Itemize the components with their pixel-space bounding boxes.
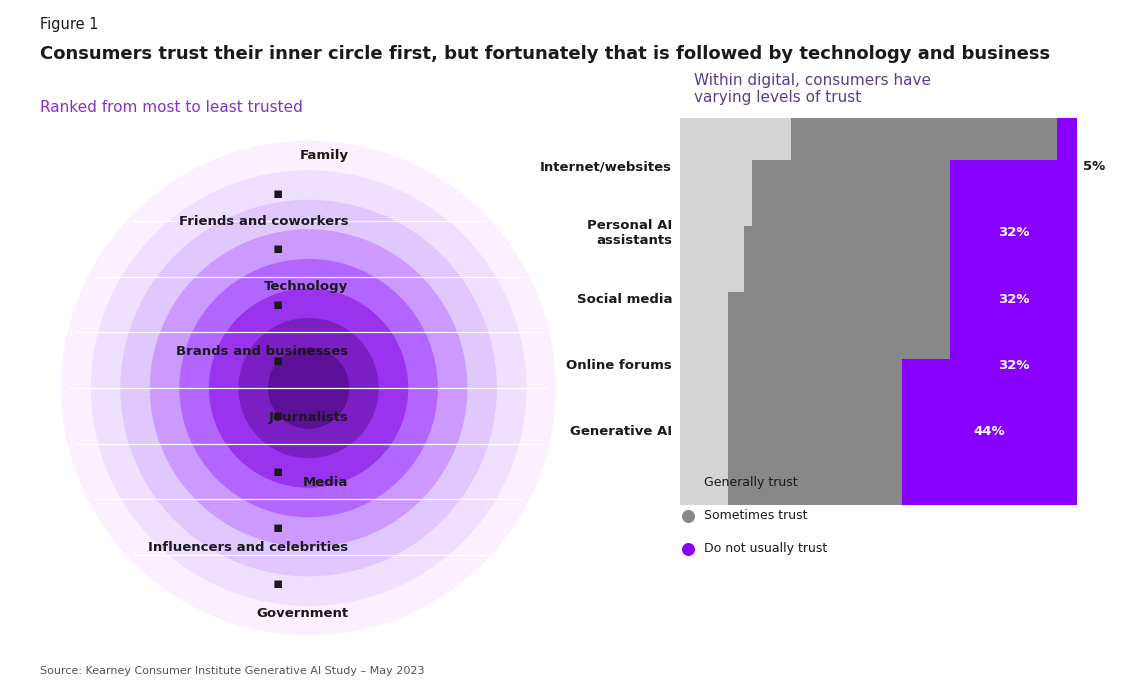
Text: Internet/websites: Internet/websites: [541, 160, 672, 173]
Point: [679, 543, 697, 554]
Circle shape: [121, 200, 496, 576]
Text: Technology: Technology: [264, 280, 349, 293]
Text: Brands and businesses: Brands and businesses: [176, 345, 349, 358]
Bar: [791, 94, 1057, 240]
Bar: [728, 359, 902, 505]
Text: 32%: 32%: [998, 293, 1029, 306]
Bar: [950, 226, 1077, 373]
Text: Influencers and celebrities: Influencers and celebrities: [149, 541, 349, 554]
Text: ▪: ▪: [273, 241, 283, 256]
Circle shape: [181, 260, 437, 516]
Bar: [902, 359, 1077, 505]
Text: Do not usually trust: Do not usually trust: [704, 543, 828, 555]
Text: Figure 1: Figure 1: [40, 17, 98, 33]
Circle shape: [209, 289, 408, 487]
Text: Media: Media: [303, 476, 349, 489]
Circle shape: [239, 319, 378, 457]
Bar: [752, 159, 950, 306]
Bar: [744, 226, 950, 373]
Text: Ranked from most to least trusted: Ranked from most to least trusted: [40, 100, 303, 116]
Point: [679, 510, 697, 521]
Text: 32%: 32%: [998, 227, 1029, 240]
Text: Consumers trust their inner circle first, but fortunately that is followed by te: Consumers trust their inner circle first…: [40, 45, 1050, 63]
Text: Source: Kearney Consumer Institute Generative AI Study – May 2023: Source: Kearney Consumer Institute Gener…: [40, 666, 424, 676]
Circle shape: [62, 141, 555, 635]
Text: ▪: ▪: [273, 297, 283, 312]
Text: 32%: 32%: [998, 359, 1029, 372]
Bar: [950, 159, 1077, 306]
Bar: [680, 292, 728, 439]
Text: Personal AI
assistants: Personal AI assistants: [586, 219, 672, 247]
Text: Generally trust: Generally trust: [704, 476, 798, 489]
Text: 5%: 5%: [1082, 160, 1105, 173]
Text: ▪: ▪: [273, 186, 283, 200]
Text: ▪: ▪: [273, 576, 283, 590]
Circle shape: [151, 230, 466, 546]
Text: ▪: ▪: [273, 408, 283, 423]
Bar: [680, 159, 752, 306]
Text: Generative AI: Generative AI: [570, 426, 672, 439]
Bar: [680, 94, 791, 240]
Text: ▪: ▪: [273, 464, 283, 479]
Circle shape: [91, 171, 526, 605]
Text: Family: Family: [299, 150, 349, 162]
Circle shape: [269, 348, 349, 428]
Text: Within digital, consumers have
varying levels of trust: Within digital, consumers have varying l…: [694, 73, 930, 105]
Bar: [680, 359, 728, 505]
Text: Online forums: Online forums: [567, 359, 672, 372]
Point: [679, 477, 697, 488]
Text: Friends and coworkers: Friends and coworkers: [179, 215, 349, 228]
Bar: [728, 292, 950, 439]
Text: Government: Government: [256, 607, 349, 620]
Bar: [1057, 94, 1077, 240]
Text: ▪: ▪: [273, 353, 283, 368]
Text: ▪: ▪: [273, 520, 283, 535]
Text: Social media: Social media: [577, 293, 672, 306]
Bar: [950, 292, 1077, 439]
Text: Journalists: Journalists: [269, 411, 349, 424]
Text: 44%: 44%: [974, 426, 1006, 439]
Text: Sometimes trust: Sometimes trust: [704, 509, 807, 523]
Bar: [680, 226, 744, 373]
